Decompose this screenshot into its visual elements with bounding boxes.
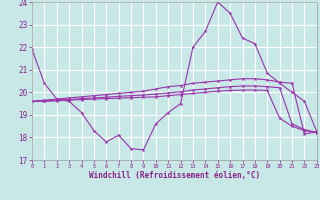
X-axis label: Windchill (Refroidissement éolien,°C): Windchill (Refroidissement éolien,°C) xyxy=(89,171,260,180)
